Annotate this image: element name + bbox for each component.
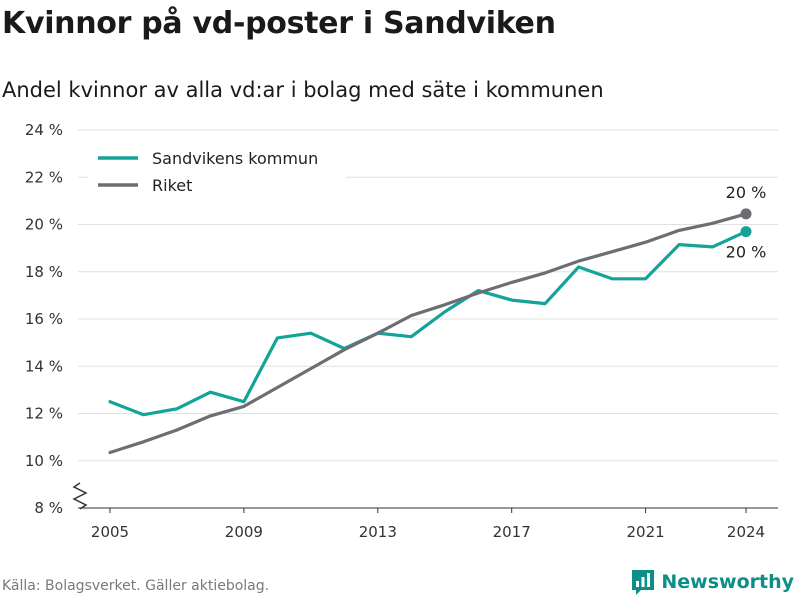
y-tick-label: 24 % — [25, 121, 63, 139]
x-tick-label: 2005 — [91, 523, 129, 541]
legend-label: Sandvikens kommun — [152, 149, 318, 168]
series-line-riket — [108, 212, 748, 455]
end-point-riket — [740, 208, 752, 220]
newsworthy-logo: Newsworthy — [631, 568, 794, 596]
series-line-sandviken — [108, 230, 748, 417]
y-tick-label: 22 % — [25, 168, 63, 186]
x-tick-label: 2024 — [727, 523, 765, 541]
y-tick-label: 14 % — [25, 357, 63, 375]
y-tick-label: 10 % — [25, 452, 63, 470]
x-tick-label: 2009 — [225, 523, 263, 541]
x-tick-label: 2021 — [626, 523, 664, 541]
end-label-sandviken: 20 % — [726, 243, 767, 262]
chart-subtitle: Andel kvinnor av alla vd:ar i bolag med … — [2, 78, 604, 102]
y-tick-label: 12 % — [25, 405, 63, 423]
x-tick-label: 2017 — [493, 523, 531, 541]
newsworthy-icon — [632, 570, 655, 595]
axis-break-icon — [72, 482, 88, 510]
y-tick-label: 18 % — [25, 263, 63, 281]
end-label-riket: 20 % — [726, 183, 767, 202]
y-tick-label: 20 % — [25, 216, 63, 234]
chart-title: Kvinnor på vd-poster i Sandviken — [2, 6, 556, 41]
x-tick-label: 2013 — [359, 523, 397, 541]
legend-label: Riket — [152, 176, 192, 195]
brand-name: Newsworthy — [661, 571, 794, 593]
y-tick-label: 8 % — [34, 499, 63, 517]
y-tick-label: 16 % — [25, 310, 63, 328]
legend-background — [88, 144, 346, 202]
end-point-sandviken — [740, 226, 752, 238]
source-note: Källa: Bolagsverket. Gäller aktiebolag. — [2, 578, 270, 594]
